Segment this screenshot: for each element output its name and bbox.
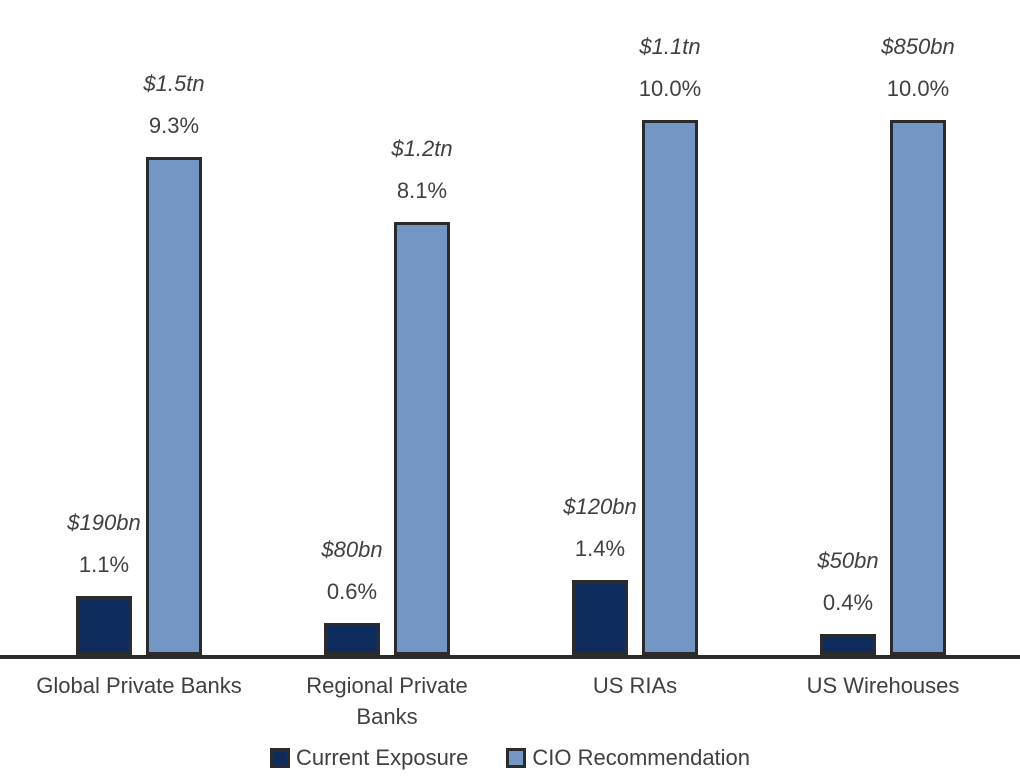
plot-area: $190bn 1.1% $1.5tn 9.3% $80bn 0.6% $1.2tn 8.1% $…: [0, 26, 1020, 659]
amount-label: $1.1tn: [639, 34, 701, 59]
bar-value-label-cio-recommendation: $1.1tn 10.0%: [585, 26, 755, 110]
legend-item-cio-recommendation: CIO Recommendation: [506, 746, 750, 770]
bar-value-label-cio-recommendation: $1.2tn 8.1%: [337, 128, 507, 212]
percent-label: 1.1%: [78, 552, 130, 577]
amount-label: $1.5tn: [143, 71, 205, 96]
bar-current-exposure: [76, 596, 132, 655]
x-axis-line: [0, 655, 1020, 659]
bar-value-label-current-exposure: $80bn 0.6%: [267, 529, 437, 613]
legend-swatch-icon: [506, 748, 527, 768]
bar-current-exposure: [572, 580, 628, 655]
percent-label: 0.6%: [326, 579, 378, 604]
percent-label: 8.1%: [396, 178, 448, 203]
category-label: US Wirehouses: [806, 673, 960, 698]
category-label: Global Private Banks: [36, 673, 242, 698]
bar-value-label-cio-recommendation: $850bn 10.0%: [833, 26, 1003, 110]
bar-cio-recommendation: [394, 222, 450, 655]
category-label: US RIAs: [592, 673, 678, 698]
amount-label: $120bn: [563, 494, 637, 519]
percent-label: 10.0%: [638, 76, 702, 101]
amount-label: $80bn: [321, 537, 383, 562]
percent-label: 0.4%: [822, 590, 874, 615]
legend-label: CIO Recommendation: [532, 745, 751, 770]
percent-label: 10.0%: [886, 76, 950, 101]
bar-value-label-cio-recommendation: $1.5tn 9.3%: [89, 63, 259, 147]
category-label: Regional Private Banks: [306, 673, 468, 729]
amount-label: $190bn: [67, 510, 141, 535]
legend-item-current-exposure: Current Exposure: [269, 745, 469, 770]
amount-label: $50bn: [817, 548, 879, 573]
bar-cio-recommendation: [642, 120, 698, 655]
bar-value-label-current-exposure: $50bn 0.4%: [763, 540, 933, 624]
bar-current-exposure: [324, 623, 380, 655]
amount-label: $850bn: [881, 34, 955, 59]
percent-label: 9.3%: [148, 113, 200, 138]
percent-label: 1.4%: [574, 536, 626, 561]
legend: Current Exposure CIO Recommendation: [0, 746, 1020, 770]
legend-label: Current Exposure: [295, 745, 469, 770]
amount-label: $1.2tn: [391, 136, 453, 161]
bar-cio-recommendation: [890, 120, 946, 655]
bar-value-label-current-exposure: $190bn 1.1%: [19, 502, 189, 586]
bar-value-label-current-exposure: $120bn 1.4%: [515, 486, 685, 570]
bar-current-exposure: [820, 634, 876, 655]
bar-cio-recommendation: [146, 157, 202, 655]
legend-swatch-icon: [269, 748, 290, 768]
